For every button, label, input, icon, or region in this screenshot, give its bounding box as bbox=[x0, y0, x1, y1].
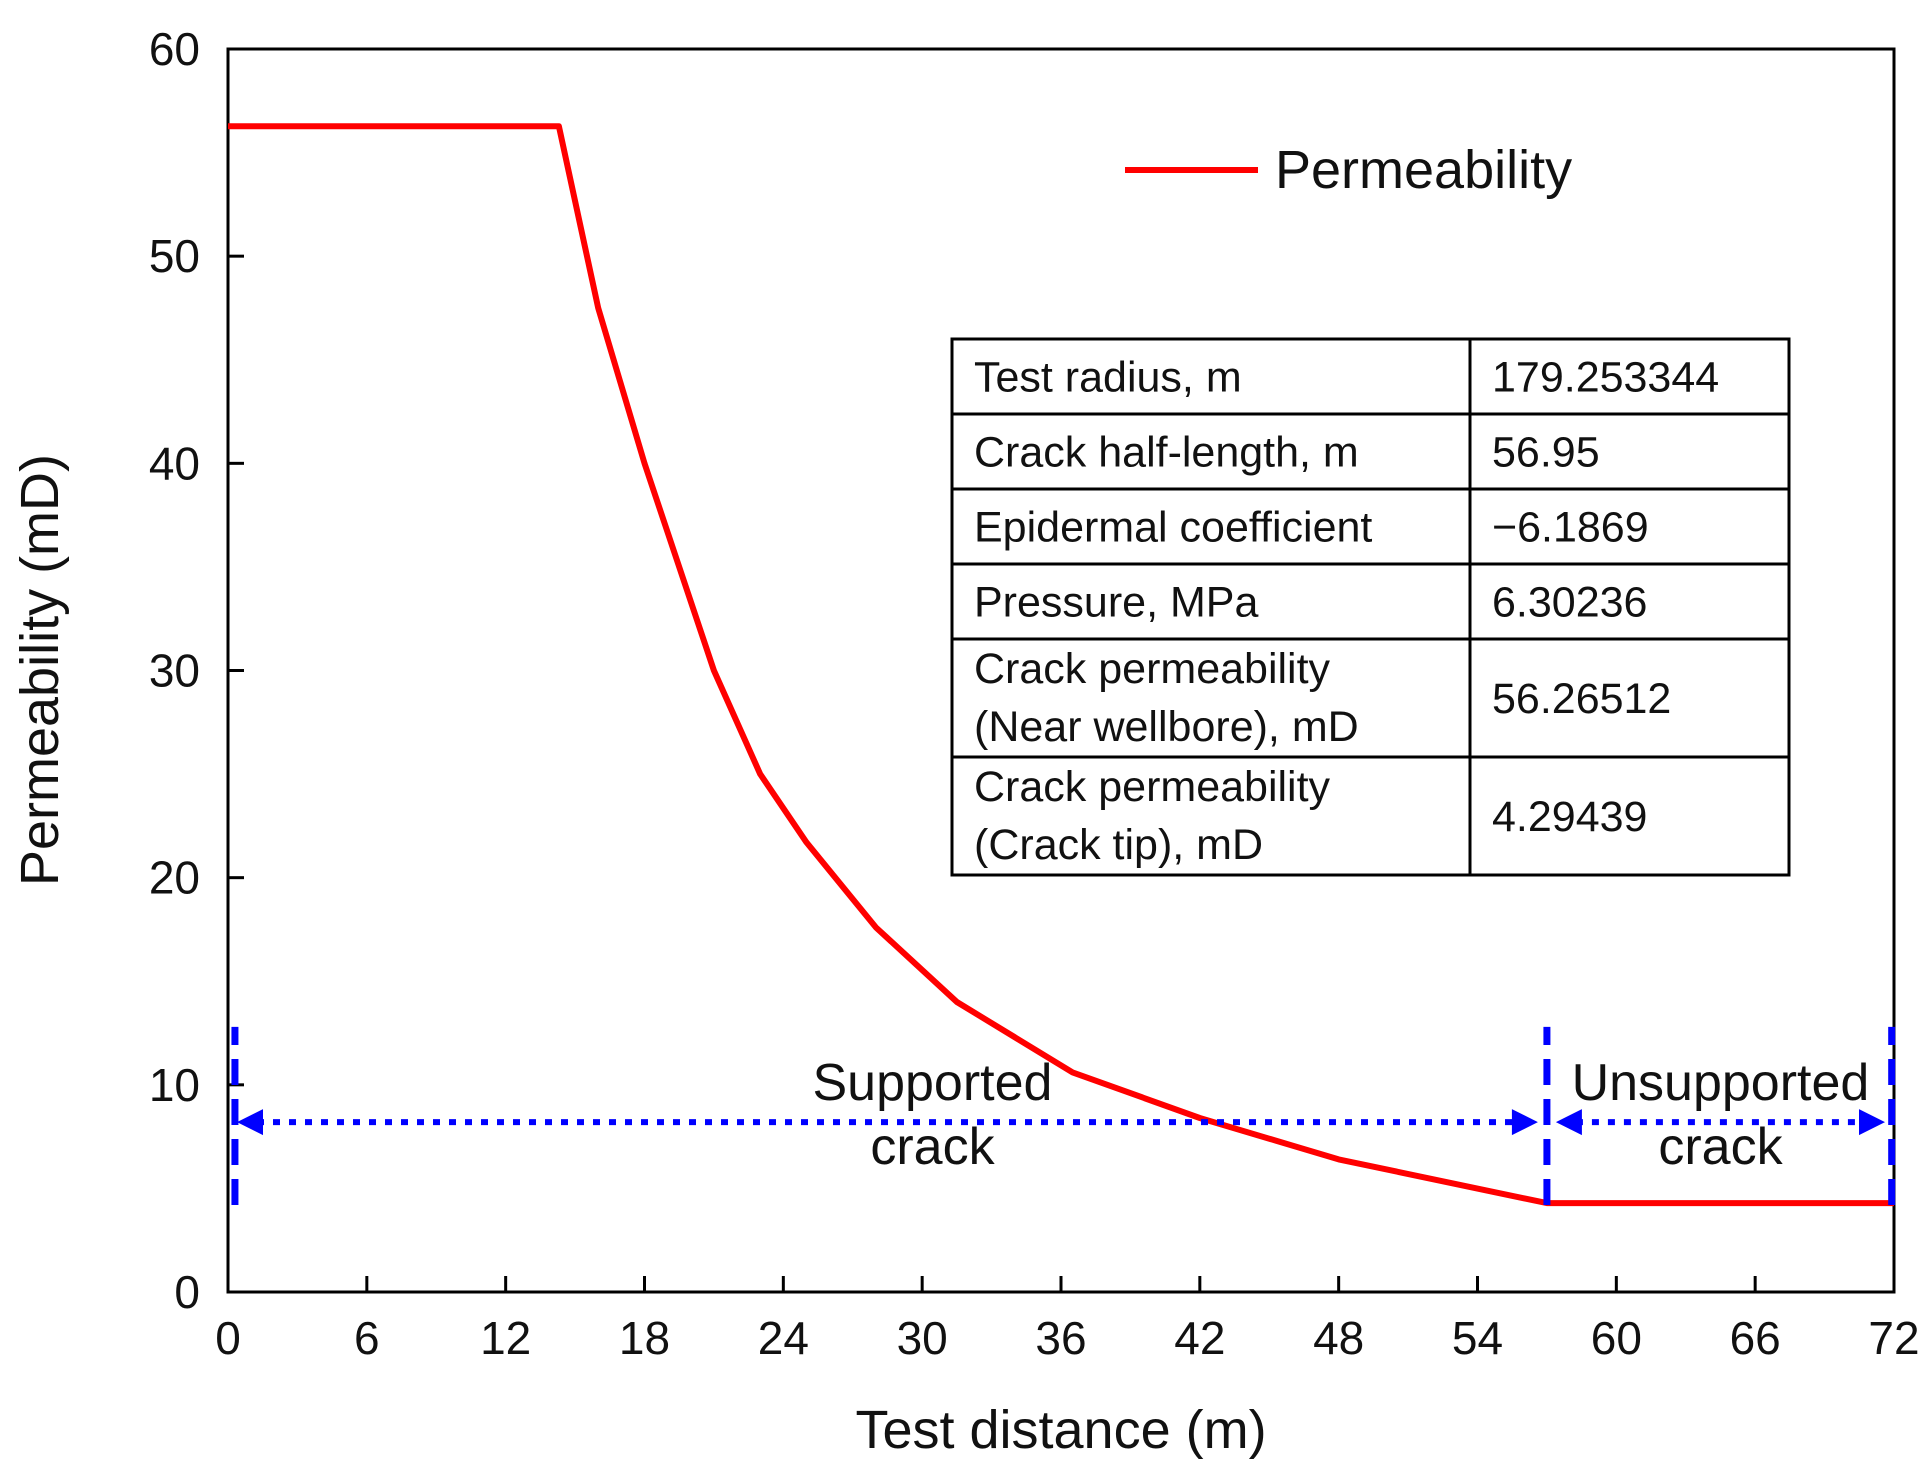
region-label-line2: crack bbox=[1658, 1118, 1783, 1176]
x-axis: 0 6 12 18 24 30 36 42 48 54 60 66 72 bbox=[215, 1276, 1920, 1364]
table-label: Pressure, MPa bbox=[974, 579, 1258, 627]
y-tick-label: 50 bbox=[149, 230, 200, 282]
table-value: 4.29439 bbox=[1492, 793, 1647, 841]
legend-label: Permeability bbox=[1275, 140, 1572, 200]
x-tick-label: 66 bbox=[1730, 1312, 1781, 1364]
table-value: 6.30236 bbox=[1492, 579, 1647, 627]
region-label-line1: Unsupported bbox=[1572, 1054, 1870, 1112]
region-arrow-head-right bbox=[1859, 1109, 1885, 1136]
x-tick-label: 60 bbox=[1591, 1312, 1642, 1364]
y-axis: 0 10 20 30 40 50 60 bbox=[149, 23, 244, 1318]
x-axis-title: Test distance (m) bbox=[855, 1400, 1266, 1460]
table-value: 179.253344 bbox=[1492, 354, 1719, 402]
x-tick-label: 36 bbox=[1035, 1312, 1086, 1364]
legend: Permeability bbox=[1125, 140, 1572, 200]
table-label: Crack half-length, m bbox=[974, 429, 1359, 477]
x-tick-label: 6 bbox=[354, 1312, 380, 1364]
y-tick-label: 30 bbox=[149, 645, 200, 697]
region-label-line1: Supported bbox=[812, 1054, 1052, 1112]
y-axis-title: Permeability (mD) bbox=[10, 454, 70, 886]
table-label: Epidermal coefficient bbox=[974, 504, 1372, 552]
x-tick-label: 12 bbox=[480, 1312, 531, 1364]
x-tick-label: 24 bbox=[758, 1312, 809, 1364]
parameter-table: Test radius, m 179.253344 Crack half-lengt… bbox=[950, 337, 1791, 877]
table-label: Crack permeability bbox=[974, 645, 1331, 693]
x-tick-label: 42 bbox=[1174, 1312, 1225, 1364]
region-arrow-head-left bbox=[1555, 1109, 1582, 1136]
x-tick-label: 72 bbox=[1868, 1312, 1919, 1364]
table-border bbox=[950, 337, 1791, 877]
x-tick-label: 48 bbox=[1313, 1312, 1364, 1364]
y-tick-label: 0 bbox=[174, 1266, 200, 1318]
region-layer: Supported crack Unsupported crack bbox=[231, 1026, 1896, 1205]
table-value: 56.26512 bbox=[1492, 675, 1671, 723]
table-label: Crack permeability bbox=[974, 763, 1331, 811]
region-label-line2: crack bbox=[870, 1118, 995, 1176]
y-tick-label: 60 bbox=[149, 23, 200, 75]
table-label: (Near wellbore), mD bbox=[974, 703, 1359, 751]
x-tick-label: 18 bbox=[619, 1312, 670, 1364]
table-label: (Crack tip), mD bbox=[974, 821, 1263, 869]
table-value: −6.1869 bbox=[1492, 504, 1649, 552]
x-tick-label: 54 bbox=[1452, 1312, 1503, 1364]
region-arrow-head-left bbox=[237, 1109, 263, 1136]
table-value: 56.95 bbox=[1492, 429, 1600, 477]
y-tick-label: 40 bbox=[149, 437, 200, 489]
table-label: Test radius, m bbox=[974, 354, 1242, 402]
x-tick-label: 30 bbox=[897, 1312, 948, 1364]
x-tick-label: 0 bbox=[215, 1312, 241, 1364]
region-arrow-head-right bbox=[1511, 1109, 1538, 1136]
y-tick-label: 20 bbox=[149, 852, 200, 904]
y-tick-label: 10 bbox=[149, 1059, 200, 1111]
